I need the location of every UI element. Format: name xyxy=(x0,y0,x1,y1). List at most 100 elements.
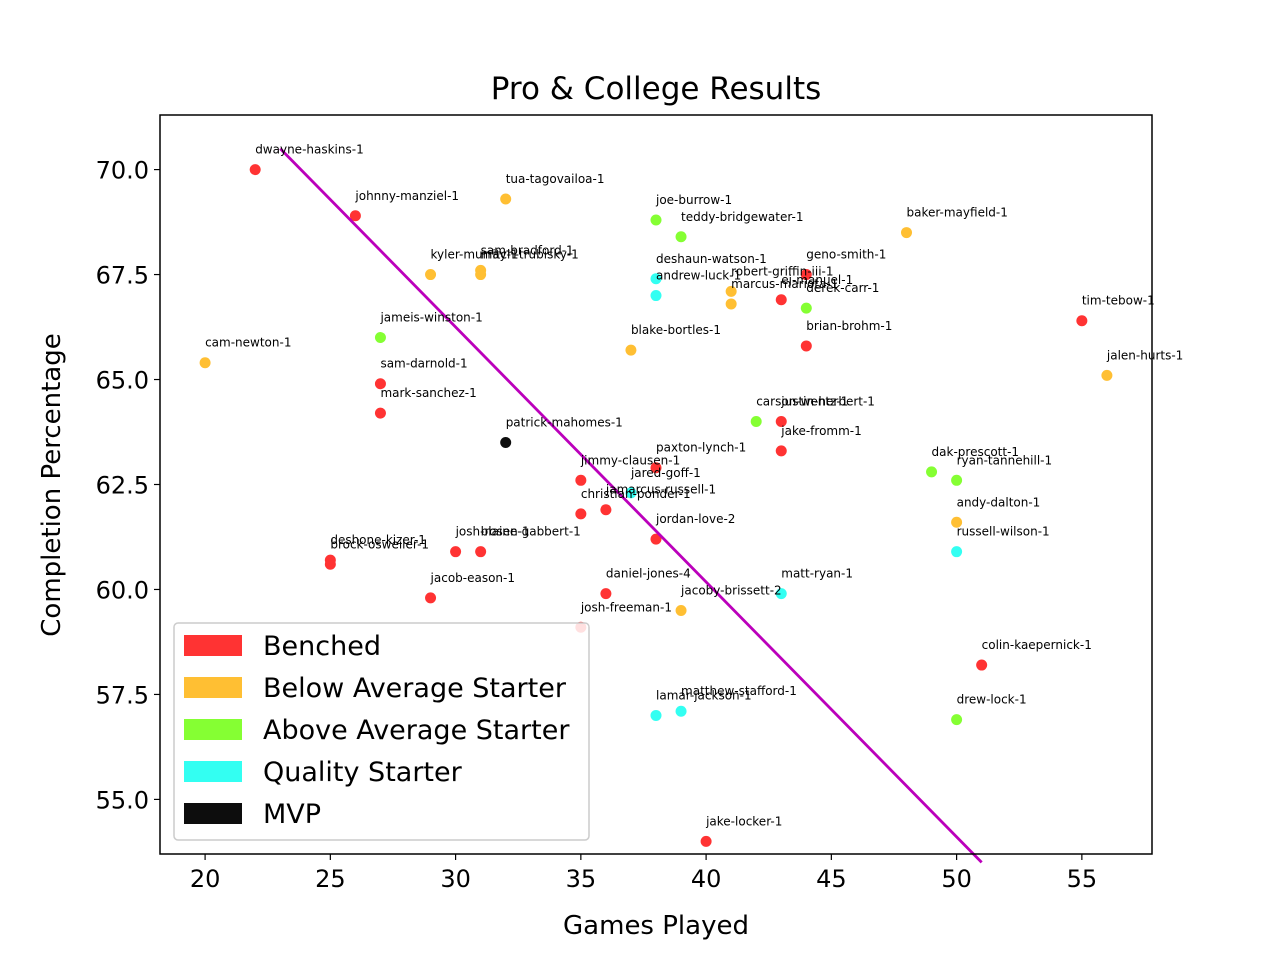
data-point xyxy=(349,210,361,222)
point-label: sam-bradford-1 xyxy=(481,243,574,257)
data-point xyxy=(951,516,963,528)
point-label: dwayne-haskins-1 xyxy=(255,143,364,157)
legend-box xyxy=(173,622,590,841)
point-label: cam-newton-1 xyxy=(205,336,291,350)
point-label: jared-goff-1 xyxy=(630,466,701,480)
data-point xyxy=(475,546,487,558)
data-point xyxy=(374,378,386,390)
data-point xyxy=(901,227,913,239)
point-label: baker-mayfield-1 xyxy=(907,206,1008,220)
data-point xyxy=(1101,369,1113,381)
point-label: carson-wentz-1 xyxy=(756,395,848,409)
x-tick-label: 35 xyxy=(566,865,597,893)
data-point xyxy=(800,269,812,281)
x-tick-label: 50 xyxy=(941,865,972,893)
legend-swatch xyxy=(184,677,242,698)
data-point xyxy=(199,357,211,369)
point-label: jacob-eason-1 xyxy=(430,571,515,585)
point-label: jake-locker-1 xyxy=(705,814,782,828)
data-point xyxy=(600,504,612,516)
x-tick-label: 30 xyxy=(440,865,471,893)
data-point xyxy=(951,474,963,486)
point-label: dak-prescott-1 xyxy=(932,445,1020,459)
data-point xyxy=(600,588,612,600)
chart-title: Pro & College Results xyxy=(491,71,822,107)
data-point xyxy=(425,269,437,281)
data-point xyxy=(500,193,512,205)
point-label: matthew-stafford-1 xyxy=(681,684,797,698)
y-tick-label: 65.0 xyxy=(96,367,149,395)
point-label: deshone-kizer-1 xyxy=(330,533,426,547)
data-point xyxy=(575,474,587,486)
data-point xyxy=(775,416,787,428)
data-point xyxy=(625,487,637,499)
point-label: marcus-mariota-1 xyxy=(731,277,838,291)
data-point xyxy=(750,416,762,428)
point-label: deshaun-watson-1 xyxy=(656,252,767,266)
data-point xyxy=(976,659,988,671)
data-point xyxy=(800,340,812,352)
data-point xyxy=(475,269,487,281)
point-label: paxton-lynch-1 xyxy=(656,441,746,455)
data-point xyxy=(725,285,737,297)
x-axis-title: Games Played xyxy=(563,911,749,941)
point-label: matt-ryan-1 xyxy=(781,567,853,581)
point-label: joe-burrow-1 xyxy=(655,193,732,207)
point-label: geno-smith-1 xyxy=(806,248,886,262)
data-point xyxy=(450,546,462,558)
point-label: colin-kaepernick-1 xyxy=(982,638,1092,652)
data-point xyxy=(725,298,737,310)
data-point xyxy=(650,709,662,721)
point-label: josh-rosen-1 xyxy=(455,525,530,539)
y-tick-label: 67.5 xyxy=(96,262,149,290)
point-label: robert-griffin-iii-1 xyxy=(731,264,833,278)
plot-marks: dwayne-haskins-1 johnny-manziel-1 tua-tago… xyxy=(199,143,1183,864)
data-point xyxy=(650,214,662,226)
legend-label: Above Average Starter xyxy=(263,715,570,746)
x-tick-label: 40 xyxy=(691,865,722,893)
point-label: mitch-trubisky-1 xyxy=(481,248,579,262)
point-label: justin-herbert-1 xyxy=(780,395,875,409)
point-label: jameis-winston-1 xyxy=(379,311,482,325)
x-tick-label: 55 xyxy=(1067,865,1098,893)
data-point xyxy=(650,462,662,474)
legend-swatch xyxy=(184,719,242,740)
point-label: sam-darnold-1 xyxy=(380,357,467,371)
y-tick-label: 55.0 xyxy=(96,786,149,814)
y-tick-label: 60.0 xyxy=(96,576,149,604)
data-point xyxy=(324,558,336,570)
point-label: andrew-luck-1 xyxy=(656,269,741,283)
data-point xyxy=(625,344,637,356)
y-axis-title: Completion Percentage xyxy=(37,333,67,636)
point-label: jamarcus-russell-1 xyxy=(605,483,716,497)
point-label: blaine-gabbert-1 xyxy=(481,525,581,539)
legend-label: Quality Starter xyxy=(263,757,463,788)
point-label: derek-carr-1 xyxy=(806,281,879,295)
data-point xyxy=(249,164,261,176)
point-label: christian-ponder-1 xyxy=(581,487,691,501)
data-point xyxy=(700,835,712,847)
point-label: lamar-jackson-1 xyxy=(656,688,752,702)
x-tick-label: 20 xyxy=(190,865,221,893)
data-point xyxy=(374,332,386,344)
axis-ticks: 20 25 30 35 40 45 50 55 55.0 57.5 60.0 62.5 65.0 67.5… xyxy=(96,157,1098,893)
x-tick-label: 25 xyxy=(315,865,346,893)
y-tick-label: 62.5 xyxy=(96,472,149,500)
data-point xyxy=(775,294,787,306)
point-label: blake-bortles-1 xyxy=(631,323,721,337)
data-point xyxy=(675,231,687,243)
data-point xyxy=(775,588,787,600)
point-label: jalen-hurts-1 xyxy=(1106,348,1183,362)
point-label: daniel-jones-4 xyxy=(606,567,691,581)
data-point xyxy=(951,546,963,558)
point-label: russell-wilson-1 xyxy=(957,525,1050,539)
point-label: drew-lock-1 xyxy=(957,693,1027,707)
data-point xyxy=(1076,315,1088,327)
point-label: jacoby-brissett-2 xyxy=(680,583,782,597)
point-label: ej-manuel-1 xyxy=(781,273,853,287)
legend-label: Below Average Starter xyxy=(263,673,567,704)
point-label: mark-sanchez-1 xyxy=(380,386,476,400)
data-point xyxy=(926,466,938,478)
data-point xyxy=(650,273,662,285)
point-label: tim-tebow-1 xyxy=(1082,294,1155,308)
